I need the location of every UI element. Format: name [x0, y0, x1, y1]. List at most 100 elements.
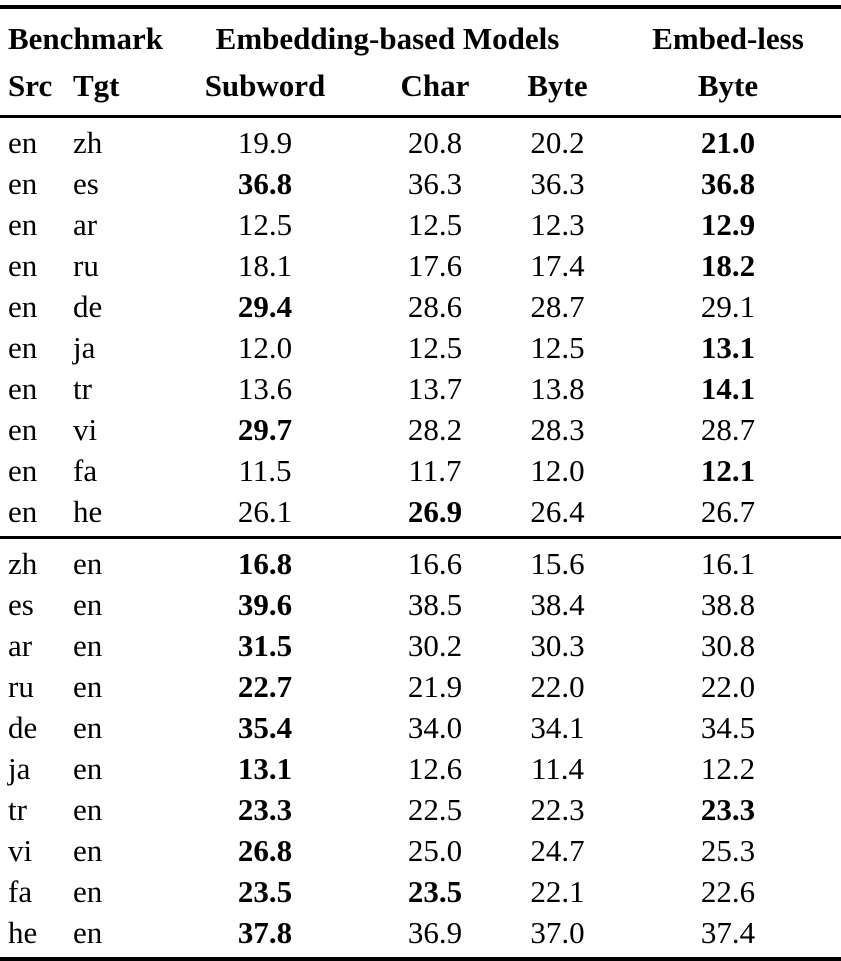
score-cell: 25.3 — [700, 833, 756, 868]
score-cell: 29.7 — [237, 412, 293, 447]
score-cell: 30.3 — [530, 628, 585, 663]
header-benchmark-group: Benchmark — [8, 20, 163, 56]
tgt-lang-cell: en — [73, 587, 103, 622]
src-lang-cell: en — [8, 125, 38, 160]
score-cell: 18.2 — [700, 248, 756, 283]
score-cell: 21.0 — [700, 125, 756, 160]
score-cell: 22.0 — [530, 669, 585, 704]
score-cell: 16.6 — [370, 536, 500, 584]
tgt-lang-cell: en — [73, 792, 103, 827]
table-row: ja en 13.1 12.6 11.4 12.2 — [0, 748, 841, 789]
score-cell: 23.3 — [237, 792, 293, 827]
table-row: en de 29.4 28.6 28.7 29.1 — [0, 286, 841, 327]
src-lang-cell: ar — [8, 628, 33, 663]
score-cell: 30.8 — [700, 628, 756, 663]
score-cell: 15.6 — [500, 536, 616, 584]
header-tgt: Tgt — [65, 61, 160, 118]
src-lang-cell: en — [8, 289, 38, 324]
score-cell: 34.1 — [530, 710, 585, 745]
score-cell: 22.5 — [407, 792, 463, 827]
score-cell: 11.4 — [530, 751, 585, 786]
src-lang-cell: en — [8, 166, 38, 201]
score-cell: 28.3 — [530, 412, 585, 447]
score-cell: 23.5 — [407, 874, 463, 909]
tgt-lang-cell: ru — [73, 248, 99, 283]
score-cell: 17.4 — [530, 248, 585, 283]
src-lang-cell: vi — [8, 833, 33, 868]
table-row: en es 36.8 36.3 36.3 36.8 — [0, 163, 841, 204]
score-cell: 22.7 — [237, 669, 293, 704]
tgt-lang-cell: en — [73, 710, 103, 745]
src-lang-cell: en — [8, 207, 38, 242]
tgt-lang-cell: en — [73, 628, 103, 663]
tgt-lang-cell: tr — [73, 371, 92, 406]
tgt-lang-cell: en — [65, 536, 160, 584]
score-cell: 35.4 — [237, 710, 293, 745]
tgt-lang-cell: ja — [73, 330, 96, 365]
score-cell: 26.1 — [237, 494, 293, 529]
benchmark-results-table: Benchmark Embedding-based Models Embed-l… — [0, 5, 841, 961]
tgt-lang-cell: es — [73, 166, 99, 201]
en-to-x-block: en zh 19.9 20.8 20.2 21.0 en es 36.8 36.3 36.3 36.8… — [0, 117, 841, 538]
table-row: en zh 19.9 20.8 20.2 21.0 — [0, 117, 841, 164]
score-cell: 25.0 — [407, 833, 463, 868]
src-lang-cell: fa — [8, 874, 33, 909]
score-cell: 38.8 — [700, 587, 756, 622]
tgt-lang-cell: en — [73, 669, 103, 704]
header-subword: Subword — [160, 61, 370, 118]
score-cell: 36.8 — [700, 166, 756, 201]
score-cell: 28.7 — [700, 412, 756, 447]
table-row: en ar 12.5 12.5 12.3 12.9 — [0, 204, 841, 245]
tgt-lang-cell: vi — [73, 412, 98, 447]
score-cell: 11.5 — [238, 453, 292, 488]
table-row: es en 39.6 38.5 38.4 38.8 — [0, 584, 841, 625]
score-cell: 12.5 — [237, 207, 293, 242]
score-cell: 36.3 — [407, 166, 463, 201]
score-cell: 22.1 — [530, 874, 585, 909]
table-header: Benchmark Embedding-based Models Embed-l… — [0, 7, 841, 118]
score-cell: 26.8 — [237, 833, 293, 868]
score-cell: 34.0 — [407, 710, 463, 745]
table-row: en ru 18.1 17.6 17.4 18.2 — [0, 245, 841, 286]
score-cell: 12.6 — [407, 751, 463, 786]
header-group-row: Benchmark Embedding-based Models Embed-l… — [0, 7, 841, 61]
tgt-lang-cell: ar — [73, 207, 98, 242]
src-lang-cell: ja — [8, 751, 31, 786]
score-cell: 26.7 — [700, 494, 756, 529]
table-row: de en 35.4 34.0 34.1 34.5 — [0, 707, 841, 748]
score-cell: 12.1 — [700, 453, 756, 488]
x-to-en-block: zh en 16.8 16.6 15.6 16.1 es en 39.6 38.5 38.4 38.8… — [0, 536, 841, 960]
src-lang-cell: en — [8, 494, 38, 529]
header-char: Char — [370, 61, 500, 118]
score-cell: 12.3 — [530, 207, 585, 242]
src-lang-cell: es — [8, 587, 34, 622]
header-embedding-models-group: Embedding-based Models — [215, 20, 560, 56]
score-cell: 12.5 — [530, 330, 585, 365]
score-cell: 16.8 — [160, 536, 370, 584]
tgt-lang-cell: de — [73, 289, 103, 324]
score-cell: 36.8 — [237, 166, 293, 201]
table-row: ru en 22.7 21.9 22.0 22.0 — [0, 666, 841, 707]
score-cell: 22.0 — [700, 669, 756, 704]
score-cell: 29.4 — [237, 289, 293, 324]
tgt-lang-cell: en — [73, 751, 103, 786]
score-cell: 12.0 — [530, 453, 585, 488]
score-cell: 13.1 — [237, 751, 293, 786]
score-cell: 17.6 — [407, 248, 463, 283]
src-lang-cell: ru — [8, 669, 34, 704]
header-column-row: Src Tgt Subword Char Byte Byte — [0, 61, 841, 118]
src-lang-cell: tr — [8, 792, 27, 827]
table-row: ar en 31.5 30.2 30.3 30.8 — [0, 625, 841, 666]
score-cell: 11.7 — [408, 453, 462, 488]
score-cell: 29.1 — [700, 289, 756, 324]
score-cell: 36.3 — [530, 166, 585, 201]
score-cell: 13.7 — [407, 371, 463, 406]
score-cell: 18.1 — [237, 248, 293, 283]
score-cell: 28.7 — [530, 289, 585, 324]
score-cell: 16.1 — [615, 536, 841, 584]
table-row: en he 26.1 26.9 26.4 26.7 — [0, 491, 841, 538]
score-cell: 22.3 — [530, 792, 585, 827]
score-cell: 12.0 — [237, 330, 293, 365]
score-cell: 38.5 — [407, 587, 463, 622]
src-lang-cell: zh — [0, 536, 65, 584]
